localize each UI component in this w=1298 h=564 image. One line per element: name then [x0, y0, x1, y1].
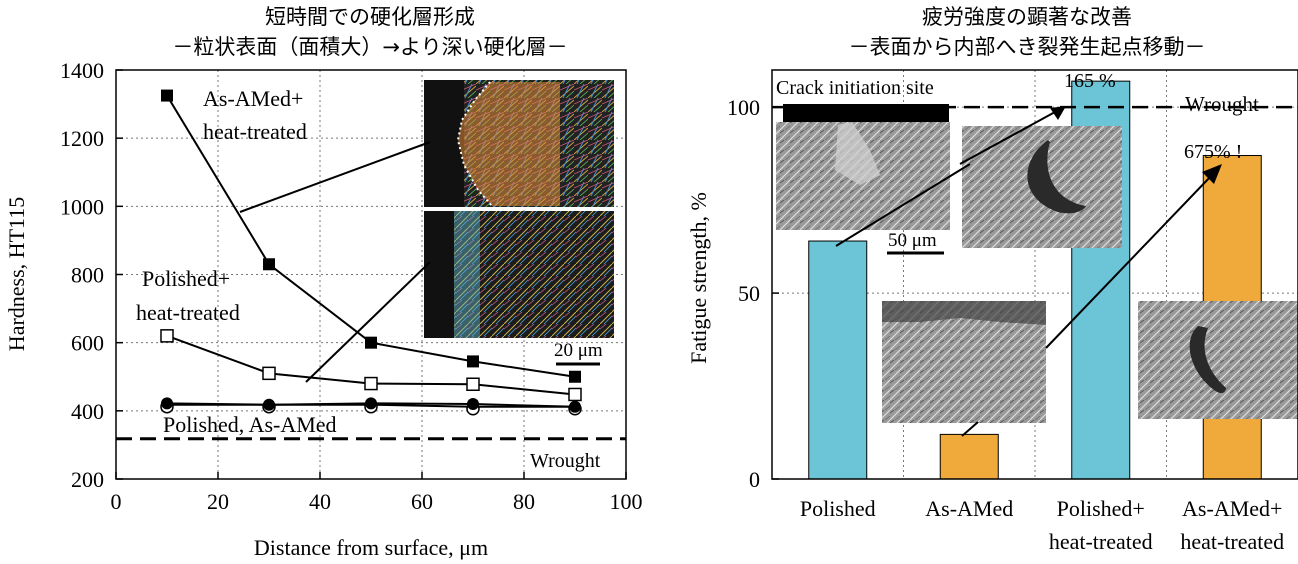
- left-plot-frame: [115, 69, 627, 480]
- left-y-tick-label: 600: [71, 331, 104, 356]
- annotation-165: 165 %: [1064, 70, 1116, 92]
- data-point-square-filled: [365, 336, 377, 349]
- label-wrought-right: Wrought: [1185, 92, 1259, 116]
- crack-initiation-bar: [783, 104, 949, 122]
- label-as-amed-ht-line2: heat-treated: [203, 119, 307, 144]
- left-chart-subtitle: －粒状表面（面積大）→より深い硬化層－: [172, 35, 567, 59]
- right-y-tick-label: 50: [738, 281, 760, 306]
- label-polished-as-amed: Polished, As-AMed: [163, 412, 337, 437]
- data-point-square-open: [568, 387, 582, 402]
- right-category-label-line2-3: heat-treated: [1180, 529, 1284, 554]
- right-plot-frame: [771, 69, 1298, 480]
- data-point-circle-filled: [365, 397, 377, 410]
- left-series-layer: [116, 89, 626, 441]
- left-x-tick-label: 20: [207, 489, 229, 514]
- data-point-circle-filled: [569, 400, 581, 413]
- data-point-square-filled: [569, 370, 581, 383]
- scalebar-50um-label: 50 μm: [888, 230, 937, 251]
- data-point-square-open: [466, 377, 480, 391]
- annotation-675: 675% !: [1184, 141, 1242, 163]
- right-category-label-2: Polished+: [1057, 496, 1145, 521]
- right-y-axis-label: Fatigue strength, %: [686, 192, 711, 364]
- left-x-tick-label: 60: [411, 489, 433, 514]
- leader-line-as-amed-ht: [239, 141, 431, 213]
- left-x-tick-label: 100: [610, 489, 643, 514]
- crack-initiation-label: Crack initiation site: [776, 77, 934, 99]
- left-y-tick-label: 800: [71, 263, 104, 288]
- right-chart-title: 疲労強度の顕著な改善: [922, 5, 1132, 29]
- ebsd-inset-top: [424, 80, 614, 207]
- right-axes: 0 50 100 Polished As-AMed Polished+ heat-treat…: [727, 69, 1298, 554]
- leader-line-as-amed: [961, 421, 979, 437]
- left-x-tick-label: 80: [513, 489, 535, 514]
- left-x-axis-label: Distance from surface, μm: [254, 535, 488, 560]
- left-y-axis-label: Hardness, HT115: [4, 197, 29, 351]
- sem-image-as-amed-ht: [1138, 301, 1298, 419]
- arrow-675-head: [1202, 164, 1222, 184]
- right-category-label-3: As-AMed+: [1182, 496, 1282, 521]
- data-point-square-open: [262, 366, 276, 381]
- right-y-tick-label: 0: [749, 467, 760, 492]
- arrow-165-head: [1050, 106, 1066, 120]
- label-polished-ht-line2: heat-treated: [136, 300, 240, 325]
- scalebar-20um-label: 20 μm: [554, 340, 603, 361]
- data-point-square-open: [364, 376, 378, 391]
- left-axes: 0 20 40 60 80 100 200 400 600 800 1000 1200 1400: [60, 58, 643, 514]
- label-as-amed-ht-line1: As-AMed+: [203, 86, 303, 111]
- data-point-square-filled: [263, 258, 275, 271]
- sem-image-polished: [776, 122, 950, 230]
- right-y-tick-label: 100: [727, 95, 760, 120]
- ebsd-inset-bottom: [424, 211, 614, 338]
- right-category-label-1: As-AMed: [925, 496, 1013, 521]
- right-category-label-0: Polished: [800, 496, 876, 521]
- sem-image-polished-ht: [962, 126, 1122, 248]
- arrow-675: [1045, 174, 1213, 349]
- data-point-square-open: [160, 329, 174, 343]
- data-point-square-filled: [161, 89, 173, 102]
- left-y-tick-label: 200: [71, 467, 104, 492]
- left-y-tick-label: 1400: [60, 58, 104, 83]
- left-y-tick-label: 1200: [60, 126, 104, 151]
- left-chart-title: 短時間での硬化層形成: [265, 5, 475, 29]
- data-point-circle-filled: [161, 397, 173, 410]
- label-polished-ht-line1: Polished+: [142, 266, 230, 291]
- left-y-tick-label: 400: [71, 399, 104, 424]
- right-category-label-line2-2: heat-treated: [1049, 529, 1153, 554]
- bar-0: [808, 240, 868, 480]
- left-y-tick-label: 1000: [60, 194, 104, 219]
- data-point-circle-filled: [263, 398, 275, 411]
- data-point-circle-filled: [467, 398, 479, 411]
- bar-1: [939, 433, 999, 480]
- left-x-tick-label: 0: [111, 489, 122, 514]
- leader-line-polished: [835, 163, 971, 247]
- leader-line-polished-ht: [305, 261, 431, 383]
- label-wrought-left: Wrought: [530, 450, 601, 472]
- left-x-tick-label: 40: [309, 489, 331, 514]
- data-point-square-filled: [467, 355, 479, 368]
- arrow-165: [959, 111, 1056, 165]
- right-chart-subtitle: －表面から内部へき裂発生起点移動－: [849, 35, 1206, 59]
- sem-image-as-amed: [882, 301, 1046, 423]
